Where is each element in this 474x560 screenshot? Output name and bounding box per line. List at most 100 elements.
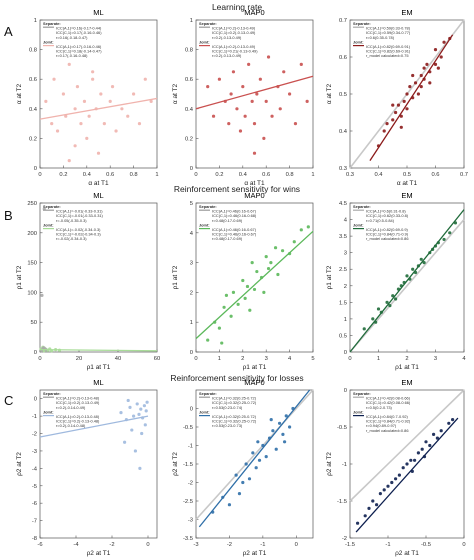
y-tick-label: 0.8 bbox=[185, 48, 193, 54]
data-point bbox=[206, 85, 210, 89]
data-point bbox=[252, 122, 257, 126]
regression-line bbox=[39, 97, 158, 120]
row-letter-C: C bbox=[4, 393, 13, 408]
y-tick-label: 0 bbox=[34, 397, 37, 403]
legend-entry: ICC(A,1)=0.42(0.08-0.66) bbox=[366, 396, 411, 401]
data-point bbox=[448, 231, 452, 235]
legend-entry: ICC(C,1)=0.32(0.25-0.72) bbox=[212, 400, 257, 405]
legend-entry: ICC(C,1)=0.17(-0.16-0.46) bbox=[56, 30, 102, 35]
legend-entry: ICC(C,1)=-0.02(-0.34-0.3) bbox=[56, 232, 101, 237]
data-point bbox=[130, 428, 134, 432]
legend-entry: ICC(A,1)=0.46(0.16-0.67) bbox=[212, 227, 257, 232]
data-point bbox=[282, 440, 287, 444]
legend-heading: Separate: bbox=[199, 204, 217, 209]
row-title: Reinforcement sensitivity for wins bbox=[174, 184, 300, 194]
data-point bbox=[399, 125, 403, 129]
legend-entry: r=0.6(0.35-0.78) bbox=[366, 35, 395, 40]
y-tick-label: 1 bbox=[190, 320, 193, 326]
data-point bbox=[229, 92, 233, 96]
x-tick-label: 0.8 bbox=[130, 172, 138, 178]
data-point bbox=[139, 407, 143, 411]
data-point bbox=[217, 326, 221, 330]
legend-entry: ICC(A,1)=0.84(0.7-0.92) bbox=[366, 414, 409, 419]
data-point bbox=[386, 484, 390, 488]
y-tick-label: -1.5 bbox=[337, 499, 347, 505]
x-tick-label: 20 bbox=[76, 356, 82, 362]
data-point bbox=[266, 55, 271, 59]
data-point bbox=[405, 107, 409, 111]
y-tick-label: 0.3 bbox=[339, 166, 347, 172]
x-tick-label: 0 bbox=[38, 356, 41, 362]
data-point bbox=[222, 305, 226, 309]
plot-frame bbox=[195, 19, 314, 169]
data-point bbox=[451, 418, 455, 422]
data-point bbox=[149, 99, 153, 103]
data-point bbox=[241, 278, 245, 283]
legend-entry: ICC(C,1)=0.84(0.71-0.9) bbox=[366, 232, 409, 237]
y-tick-label: 0 bbox=[190, 407, 193, 413]
data-point bbox=[73, 144, 77, 148]
data-point bbox=[264, 99, 268, 103]
y-tick-label: 0.2 bbox=[29, 136, 37, 142]
data-point bbox=[382, 488, 386, 492]
legend-entry: r=0.94(0.89-0.97) bbox=[366, 423, 397, 428]
x-tick-label: -2 bbox=[227, 542, 232, 548]
data-point bbox=[299, 228, 303, 232]
legend-entry: ICC(A,1)=0.2(-0.13-0.48) bbox=[56, 414, 100, 419]
data-point bbox=[388, 304, 392, 308]
y-tick-label: -2.5 bbox=[183, 499, 193, 505]
x-tick-label: 40 bbox=[115, 356, 121, 362]
data-point bbox=[75, 85, 80, 89]
data-point bbox=[144, 409, 148, 413]
chart-title: MAP0 bbox=[244, 191, 264, 200]
data-point bbox=[433, 48, 438, 52]
data-point bbox=[270, 114, 274, 118]
y-tick-label: -3 bbox=[188, 518, 193, 524]
data-point bbox=[224, 293, 229, 297]
data-point bbox=[432, 432, 436, 436]
legend-entry: ICC(C,1)=0.82(0.69-0.91) bbox=[366, 49, 411, 54]
legend-entry: ICC(A,1)=0.82(0.69-0.9) bbox=[366, 227, 409, 232]
y-tick-label: 4.5 bbox=[339, 201, 347, 207]
data-point bbox=[227, 122, 231, 126]
legend-entry: r_model calculated=0.86 bbox=[366, 236, 409, 241]
data-point bbox=[277, 421, 282, 425]
legend-heading: Separate: bbox=[199, 21, 217, 26]
data-point bbox=[132, 414, 136, 418]
data-point bbox=[394, 477, 398, 481]
y-axis-label: α at T2 bbox=[172, 83, 179, 104]
y-axis-label: ρ2 at T2 bbox=[172, 452, 179, 476]
y-tick-label: 0.4 bbox=[29, 107, 38, 113]
legend-heading: Joint: bbox=[353, 409, 364, 414]
data-point bbox=[433, 62, 438, 66]
y-axis-label: α at T2 bbox=[16, 83, 23, 104]
data-point bbox=[247, 477, 252, 481]
data-point bbox=[238, 129, 243, 133]
data-point bbox=[120, 107, 124, 111]
data-point bbox=[244, 462, 248, 466]
y-tick-label: 3 bbox=[344, 251, 347, 257]
data-point bbox=[257, 458, 262, 462]
y-axis-label: α at T2 bbox=[326, 83, 333, 104]
data-point bbox=[269, 418, 273, 422]
data-point bbox=[266, 266, 271, 271]
data-point bbox=[378, 492, 382, 496]
legend-entry: r=0.53(0.23-0.73) bbox=[212, 423, 243, 428]
data-point bbox=[252, 287, 257, 292]
data-point bbox=[416, 92, 420, 96]
y-tick-label: -0.5 bbox=[183, 425, 193, 431]
x-tick-label: -1 bbox=[260, 542, 265, 548]
data-point bbox=[282, 70, 286, 74]
x-axis-label: ρ2 at T1 bbox=[395, 550, 419, 557]
data-point bbox=[79, 122, 83, 126]
data-point bbox=[251, 451, 255, 455]
y-tick-label: -5 bbox=[32, 484, 37, 490]
x-tick-label: 4 bbox=[288, 356, 292, 362]
data-point bbox=[135, 402, 139, 406]
y-tick-label: 0 bbox=[344, 388, 347, 394]
legend-entry: r=0.2(-0.13-0.49) bbox=[212, 53, 242, 58]
y-tick-label: 1.5 bbox=[339, 300, 347, 306]
data-point bbox=[408, 85, 412, 89]
x-tick-label: 0 bbox=[194, 172, 197, 178]
data-point bbox=[420, 447, 424, 451]
